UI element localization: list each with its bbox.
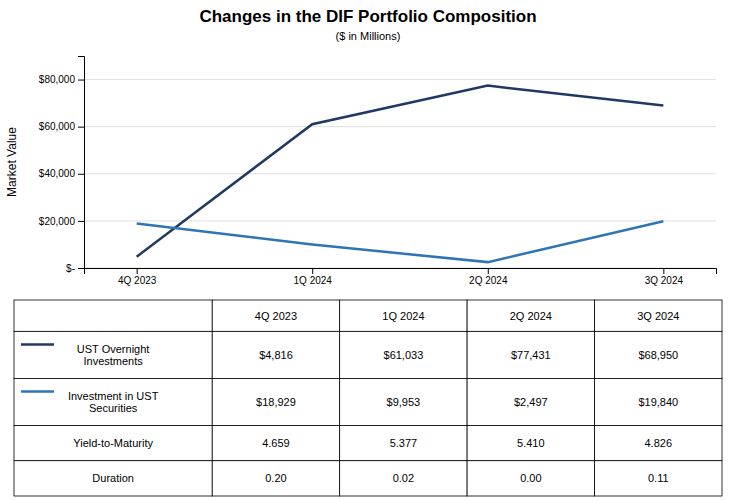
legend-swatch [21, 390, 54, 393]
table-cell [595, 300, 722, 331]
series-line [137, 86, 664, 257]
table-cell [14, 378, 212, 425]
table-cell [14, 300, 212, 331]
table-cell [595, 331, 722, 378]
table-cell [212, 331, 339, 378]
table-cell [467, 378, 594, 425]
table-text: $61,033 [384, 349, 424, 361]
y-tick-label: $80,000 [39, 74, 76, 85]
table-text: 5.377 [390, 437, 418, 449]
table-cell [14, 425, 212, 460]
x-tick-mark [488, 268, 489, 274]
y-tick-mark [78, 221, 84, 222]
lines [137, 86, 664, 263]
x-tick: 4Q 2023 [118, 268, 157, 286]
y-tick-label: $60,000 [39, 121, 76, 132]
table-text: $19,840 [638, 396, 678, 408]
table-cell [467, 331, 594, 378]
x-tick-label: 3Q 2024 [645, 275, 684, 286]
table-cell [212, 300, 339, 331]
y-tick-label: $- [66, 263, 75, 274]
y-axis: $- $20,000 $40,000 $60,000 $80,000 [39, 57, 85, 274]
table-cell [595, 425, 722, 460]
table-text: 4.826 [645, 437, 673, 449]
table-cell [340, 461, 467, 496]
table: 4Q 2023 1Q 2024 2Q 2024 3Q 2024 UST Overnigh… [14, 300, 722, 496]
table-cell [467, 461, 594, 496]
y-tick: $- [66, 263, 84, 274]
y-tick-label: $20,000 [39, 216, 76, 227]
table-cell [595, 378, 722, 425]
table-cell [467, 300, 594, 331]
table-text: $18,929 [256, 396, 296, 408]
chart: Changes in the DIF Portfolio Composition… [0, 0, 736, 501]
x-axis-line [85, 269, 717, 275]
table-text: 3Q 2024 [637, 310, 679, 322]
table-cell [212, 378, 339, 425]
table-text: $9,953 [387, 396, 421, 408]
y-tick: $80,000 [39, 74, 84, 85]
table-cell [467, 425, 594, 460]
y-tick-label: $40,000 [39, 168, 76, 179]
x-tick-mark [312, 268, 313, 274]
x-tick-label: 2Q 2024 [469, 275, 508, 286]
table-cell [14, 461, 212, 496]
y-tick: $20,000 [39, 216, 84, 227]
table-text: $2,497 [514, 396, 548, 408]
table-text: 2Q 2024 [510, 310, 552, 322]
table-text: 5.410 [517, 437, 545, 449]
subtitle: ($ in Millions) [336, 30, 401, 42]
table-text: Duration [92, 472, 134, 484]
table-text: 1Q 2024 [382, 310, 424, 322]
grid-line [84, 173, 716, 174]
table-cell [340, 300, 467, 331]
table-cell [340, 425, 467, 460]
x-tick-label: 4Q 2023 [118, 275, 157, 286]
grid-line [84, 220, 716, 221]
y-axis-label: Market Value [5, 127, 19, 197]
x-tick: 1Q 2024 [294, 268, 333, 286]
table-cell [212, 425, 339, 460]
x-tick: 2Q 2024 [469, 268, 508, 286]
y-tick-mark [78, 127, 84, 128]
x-tick-label: 1Q 2024 [294, 275, 333, 286]
table-text: Investment in USTSecurities [68, 390, 159, 414]
legend-swatch [21, 343, 54, 346]
y-tick-mark [78, 80, 84, 81]
table-text: 4Q 2023 [255, 310, 297, 322]
table-text: 4.659 [262, 437, 290, 449]
x-axis: 4Q 2023 1Q 2024 2Q 2024 3Q 2024 [85, 268, 717, 286]
table-text: 0.02 [393, 472, 414, 484]
table-text: $77,431 [511, 349, 551, 361]
grid [84, 80, 716, 268]
title: Changes in the DIF Portfolio Composition [199, 7, 536, 26]
table-text: UST OvernightInvestments [77, 343, 150, 367]
table-cell [595, 461, 722, 496]
grid-line [84, 79, 716, 80]
grid-line [84, 126, 716, 127]
y-tick-mark [78, 174, 84, 175]
table-cell [340, 331, 467, 378]
y-tick: $40,000 [39, 168, 84, 179]
table-cell [14, 331, 212, 378]
y-axis-line [78, 57, 85, 269]
table-text: 0.11 [648, 472, 669, 484]
table-text: $68,950 [638, 349, 678, 361]
x-tick: 3Q 2024 [645, 268, 684, 286]
series-line [137, 221, 664, 262]
y-tick-mark [78, 268, 84, 269]
table-text: Yield-to-Maturity [73, 437, 153, 449]
x-tick-mark [137, 268, 138, 274]
y-tick: $60,000 [39, 121, 84, 132]
table-cell [212, 461, 339, 496]
table-text: 0.00 [520, 472, 541, 484]
x-tick-mark [663, 268, 664, 274]
table-text: $4,816 [259, 349, 293, 361]
table-cell [340, 378, 467, 425]
table-text: 0.20 [265, 472, 286, 484]
